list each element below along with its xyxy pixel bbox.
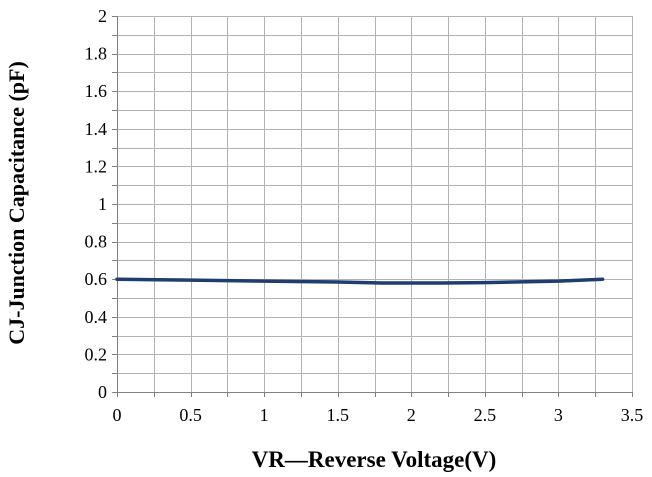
x-tick-label: 1 [260, 405, 269, 425]
y-tick-label: 0.6 [85, 269, 108, 289]
x-axis-title: VR—Reverse Voltage(V) [252, 447, 497, 472]
y-tick-label: 1 [98, 194, 107, 214]
x-tick-label: 2 [407, 405, 416, 425]
y-tick-label: 0.8 [85, 232, 108, 252]
y-tick-label: 1.4 [85, 119, 108, 139]
x-tick-label: 1.5 [326, 405, 349, 425]
y-tick-label: 2 [98, 6, 107, 26]
y-tick-label: 0 [98, 382, 107, 402]
axes [112, 16, 633, 397]
y-tick-label: 0.4 [85, 307, 108, 327]
series [115, 277, 605, 285]
series-line [115, 277, 605, 285]
y-tick-label: 0.2 [85, 344, 108, 364]
y-tick-label: 1.6 [85, 81, 108, 101]
x-tick-label: 3 [554, 405, 563, 425]
y-tick-label: 1.2 [85, 156, 108, 176]
x-tick-label: 3.5 [621, 405, 644, 425]
x-tick-label: 0 [113, 405, 122, 425]
y-tick-label: 1.8 [85, 44, 108, 64]
y-axis-title: CJ-Junction Capacitance (pF) [4, 61, 29, 345]
x-tick-label: 0.5 [179, 405, 202, 425]
x-tick-label: 2.5 [474, 405, 497, 425]
y-tick-labels: 0 0.2 0.4 0.6 0.8 1 1.2 1.4 1.6 1.8 2 [85, 6, 108, 402]
grid [117, 16, 633, 393]
x-tick-labels: 0 0.5 1 1.5 2 2.5 3 3.5 [113, 405, 644, 425]
